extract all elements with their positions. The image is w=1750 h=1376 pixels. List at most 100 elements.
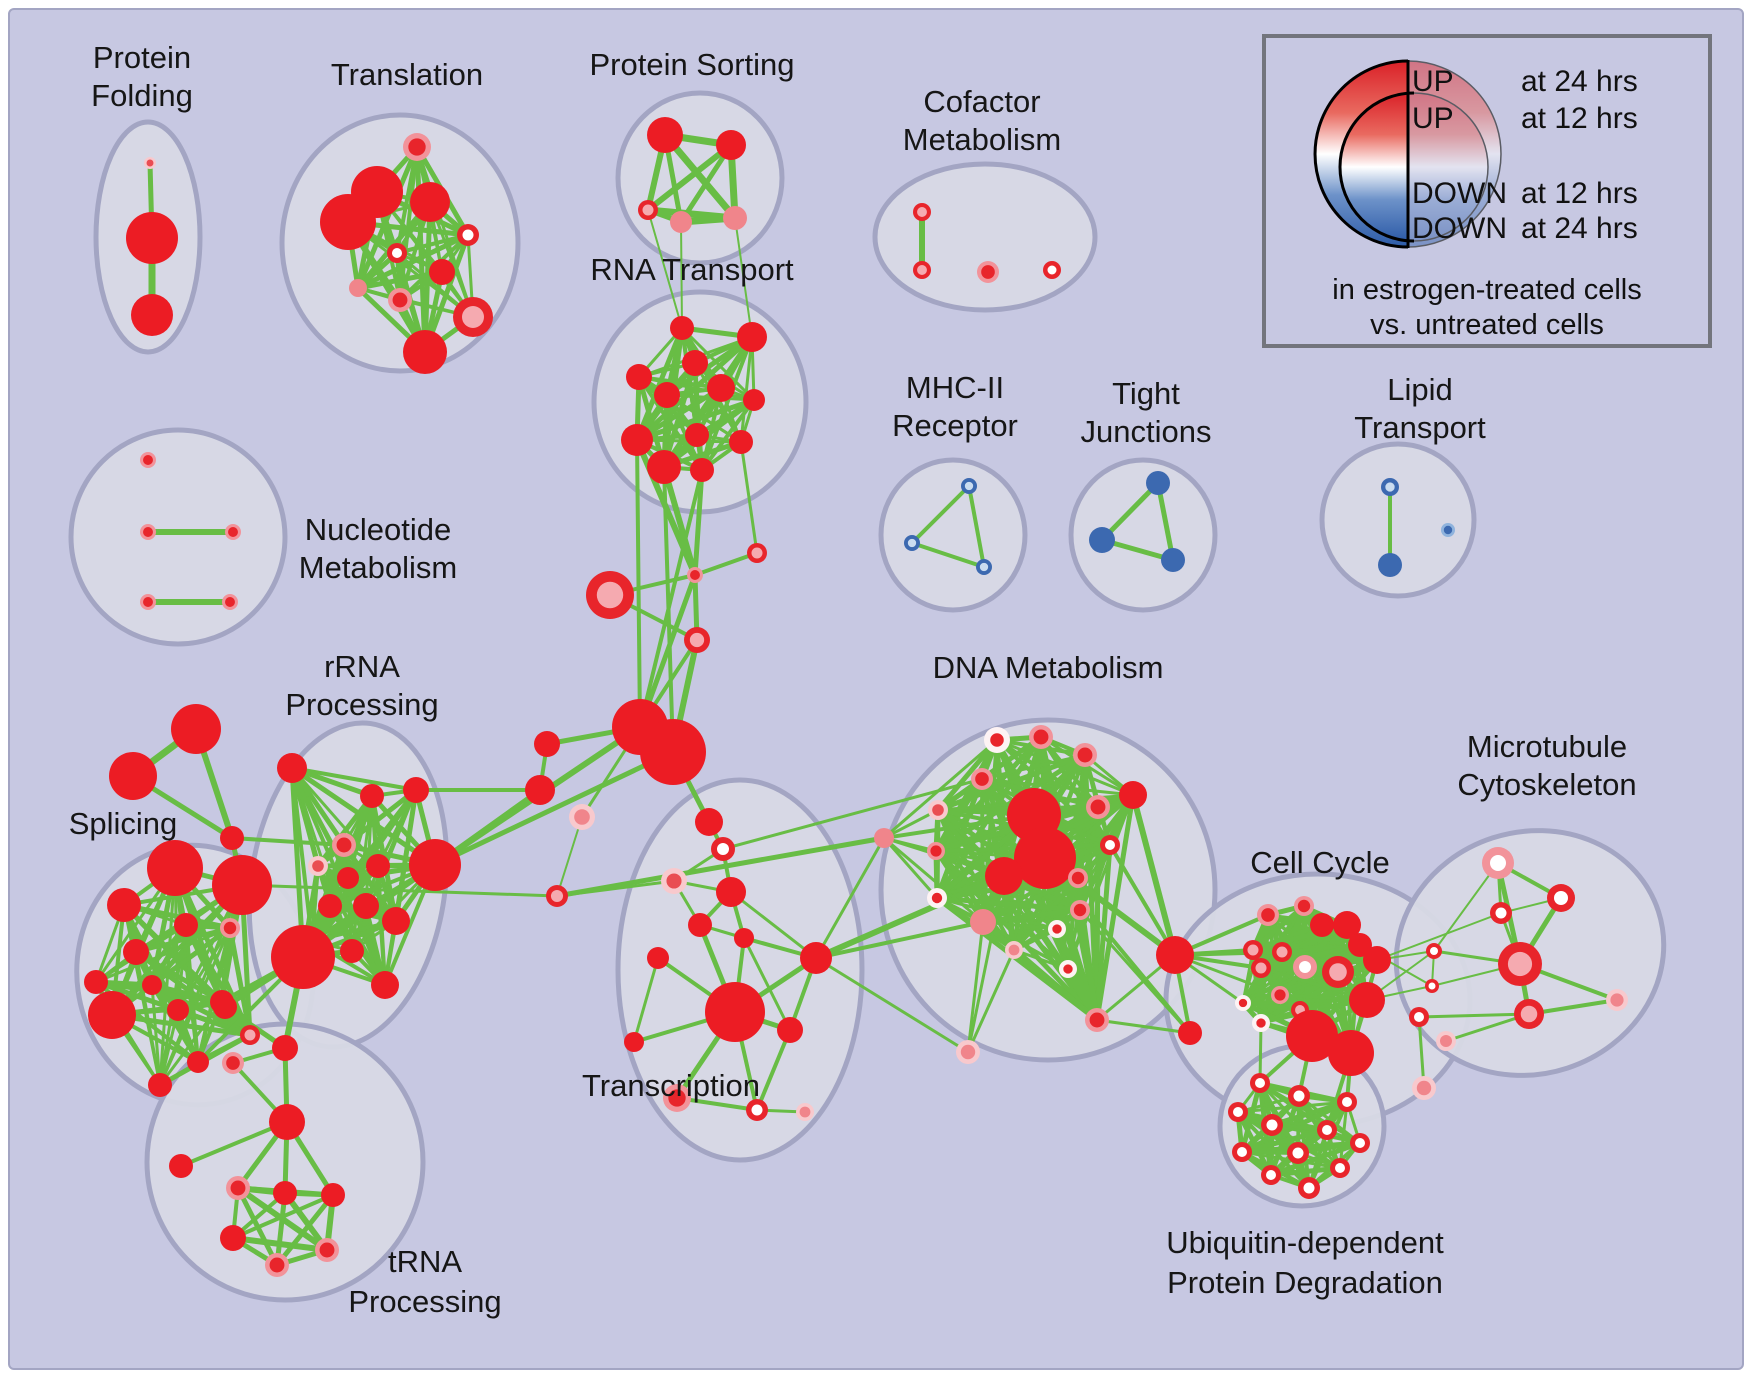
node-cf1-center [917,207,927,217]
node-tr10-center [462,306,484,328]
node-c4-center [689,632,705,648]
cluster-ellipse-mhc-ii-receptor [878,457,1028,613]
node-sp7 [174,913,198,937]
edge-dm8-tx8 [814,836,886,960]
node-tr9-center [392,292,408,308]
edge-sp11-sp14 [149,982,225,1005]
node-tn10-center [319,1242,335,1258]
legend-time-24: at 24 hrs [1521,65,1638,98]
node-pf2 [126,212,178,264]
edge-mh1-mh3 [967,484,986,569]
node-dm13-center [1105,840,1115,850]
node-dm9-center [930,845,942,857]
edge-sp8-sp10 [94,926,232,984]
edge-ps2-ps3 [645,142,734,213]
edge-cc2-cc5 [1250,903,1307,953]
node-tx3-center [666,873,682,889]
node-lt1-center [1385,482,1395,492]
node-mc1-center [1490,855,1506,871]
legend-footer-line1: in estrogen-treated cells [1332,274,1642,306]
node-mh3-center [979,562,989,572]
node-rr13 [340,939,364,963]
node-nm5-center [225,597,235,607]
edge-dm18-dm19 [1012,908,1082,952]
node-tx1 [695,808,723,836]
edge-ub2-ub11 [1268,1093,1302,1178]
inner-left-arc [1338,91,1415,243]
node-sp15 [187,1051,209,1073]
outer-left-arc [1313,59,1409,249]
edge-rr4-rr11 [341,842,399,924]
node-tx13-center [751,1104,763,1116]
cluster-label-trna-processing-line2: Processing [348,1284,501,1319]
node-sp16 [148,1073,172,1097]
node-pf1-center [146,159,154,167]
node-cc16 [1349,982,1385,1018]
node-mc6-center [1428,982,1436,990]
edge-cc11-cc16 [1259,966,1369,1002]
edge-tx10-tx13 [755,1028,792,1112]
node-rt10 [729,430,753,454]
node-sp6 [107,888,141,922]
edge-cc8-mc3 [1376,912,1502,961]
node-ub9-center [1292,1147,1304,1159]
node-sp8-center [223,921,237,935]
node-sp4 [147,840,203,896]
node-sp5 [212,855,272,915]
node-dm18-center [1073,903,1087,917]
edge-cc14-ub1 [1258,1021,1263,1085]
legend-time-down-24: at 24 hrs [1521,212,1638,245]
node-lt3-center [1443,525,1453,535]
node-tr8 [349,279,367,297]
edge-ub3-ub4 [1236,1100,1349,1114]
node-tr7 [429,259,455,285]
node-tn1 [213,995,237,1019]
node-nm1-center [143,455,153,465]
edge-sp14-sp16 [158,1000,224,1087]
node-sp11 [142,975,162,995]
edge-tx8-dm16 [814,920,985,960]
node-pf3 [131,294,173,336]
edge-tn9-tn10 [230,1235,330,1253]
node-tr3 [410,182,450,222]
node-dm8 [874,828,894,848]
node-rr6 [337,867,359,889]
node-rr11 [382,907,410,935]
node-ps1 [647,117,683,153]
node-dm4-center [975,772,989,786]
node-c5b [640,719,706,785]
edge-tj1-tj2 [1099,480,1161,543]
cluster-label-mhc-ii-receptor-line2: Receptor [892,408,1018,443]
edge-dm20-dm12 [966,874,1006,1054]
node-cc2-center [1297,899,1311,913]
edge-dm8-dm5 [882,808,940,840]
node-rt8 [621,424,653,456]
node-tx7 [647,947,669,969]
node-mc10-center [1440,1035,1452,1047]
cluster-label-trna-processing-line1: tRNA [388,1244,462,1279]
node-dm7 [1119,781,1147,809]
edge-tx7-tx11 [632,956,660,1044]
node-dm3-center [1077,747,1093,763]
node-ub12-center [1303,1182,1315,1194]
edge-dm24-dm18 [1078,908,1192,1035]
edge-tn4-tn5 [179,1120,289,1168]
node-cc10-center [1329,963,1347,981]
node-ub1-center [1255,1078,1265,1088]
edge-rt5-rt7 [665,393,756,402]
edge-ps1-ps5 [661,131,739,222]
node-cc5-center [1247,944,1259,956]
node-c1-center [690,570,700,580]
edge-sp8-sp17 [227,925,253,1038]
edge-sp3-rr4 [230,836,346,847]
edge-cc13-cc16 [1241,998,1369,1005]
cluster-ellipse-cofactor-metabolism [872,161,1098,313]
cluster-label-tight-junctions-line2: Junctions [1081,414,1212,449]
edge-ub6-ub8 [1239,1127,1330,1155]
node-cc18 [1328,1030,1374,1076]
cluster-label-cell-cycle-line1: Cell Cycle [1250,845,1390,880]
edge-dm19-dm21 [1012,948,1070,971]
edge-sp13-sp16 [158,1008,180,1087]
node-rr5-center [312,860,324,872]
